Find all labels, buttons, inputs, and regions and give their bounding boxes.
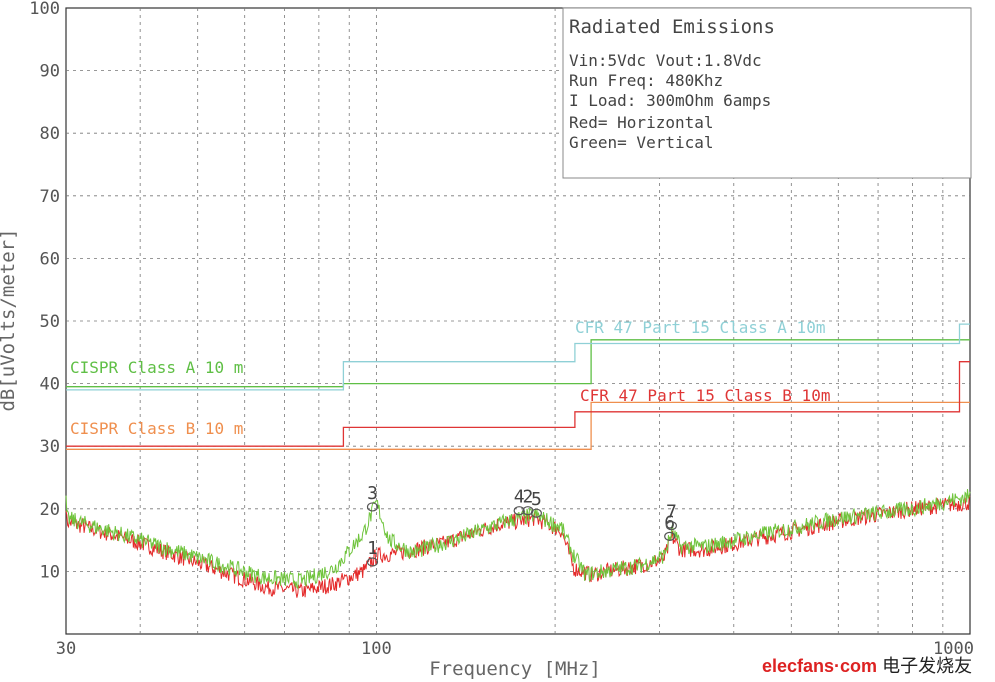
watermark-suffix: 电子发烧友 xyxy=(882,656,973,676)
peak-marker xyxy=(665,521,677,531)
note-line-1: Vin:5Vdc Vout:1.8Vdc xyxy=(569,51,762,70)
y-tick-label: 90 xyxy=(40,62,60,82)
x-tick-label: 30 xyxy=(56,639,76,659)
y-tick-label: 30 xyxy=(40,437,60,457)
chart-title: Radiated Emissions xyxy=(569,16,775,38)
peak-marker-label: 3 xyxy=(367,483,378,504)
y-tick-label: 70 xyxy=(40,187,60,207)
limit-line xyxy=(66,339,970,388)
y-tick-label: 60 xyxy=(40,249,60,269)
peak-marker-label: 4 xyxy=(514,487,525,508)
x-tick-label: 100 xyxy=(361,639,392,659)
y-tick-label: 80 xyxy=(40,124,60,144)
y-tick-label: 20 xyxy=(40,500,60,520)
peak-marker-label: 6 xyxy=(664,512,675,533)
peak-marker xyxy=(530,508,542,518)
limit-line-label: CISPR Class B 10 m xyxy=(70,419,243,438)
peak-marker xyxy=(366,502,379,512)
note-line-5: Green= Vertical xyxy=(569,133,714,152)
peak-marker-label: 5 xyxy=(531,489,542,510)
peak-marker-label: 7 xyxy=(666,502,677,523)
y-tick-label: 100 xyxy=(29,0,60,19)
limit-line-label: CISPR Class A 10 m xyxy=(70,358,243,377)
watermark-brand: elecfans·com xyxy=(762,656,878,676)
x-tick-label: 1000 xyxy=(933,639,974,659)
note-line-4: Red= Horizontal xyxy=(569,113,714,132)
series-line xyxy=(65,489,971,590)
x-axis-label: Frequency [MHz] xyxy=(429,658,601,680)
limit-line xyxy=(66,401,970,450)
emission-series xyxy=(65,489,971,598)
peak-marker xyxy=(513,506,525,516)
limit-line xyxy=(66,323,970,391)
y-tick-label: 50 xyxy=(40,312,60,332)
plot-grid xyxy=(65,7,971,635)
peak-marker-label: 1 xyxy=(367,538,378,559)
peak-marker xyxy=(664,531,676,541)
peak-marker-label: 2 xyxy=(522,487,533,508)
note-line-2: Run Freq: 480Khz xyxy=(569,71,723,90)
watermark: elecfans·com 电子发烧友 xyxy=(762,652,972,678)
limit-line xyxy=(66,361,970,447)
note-line-3: I Load: 300mOhm 6amps xyxy=(569,91,771,110)
annotation-box: Radiated Emissions Vin:5Vdc Vout:1.8Vdc … xyxy=(562,7,972,179)
y-axis-label: dB[uVolts/meter] xyxy=(0,228,19,411)
axis-ticks: 10 20 30 40 50 60 70 80 90 100 30 100 1000 xyxy=(29,0,974,659)
peak-markers: 1 3 425 67 xyxy=(366,483,677,567)
y-tick-label: 40 xyxy=(40,375,60,395)
limit-lines: CISPR Class A 10 m CISPR Class B 10 m CFR … xyxy=(66,318,970,450)
y-tick-label: 10 xyxy=(40,562,60,582)
peak-marker xyxy=(366,557,379,567)
limit-line-label: CFR 47 Part 15 Class B 10m xyxy=(580,386,830,405)
series-line xyxy=(65,495,971,598)
limit-line-label: CFR 47 Part 15 Class A 10m xyxy=(575,318,825,337)
